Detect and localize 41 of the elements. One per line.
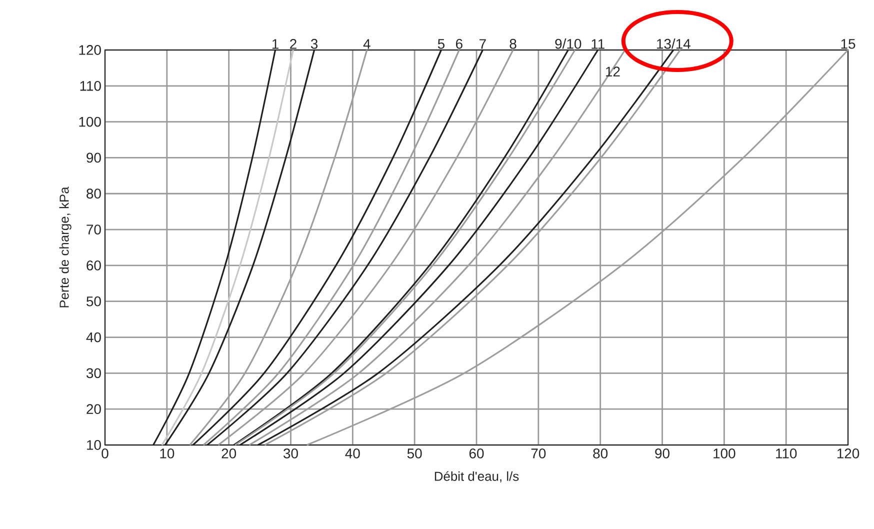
y-tick-label: 90 [86,152,101,163]
x-axis-title: Débit d'eau, l/s [434,471,519,482]
y-tick-label: 20 [86,404,101,414]
series-label: 15 [841,39,856,49]
y-tick-label: 110 [80,80,101,91]
x-tick-label: 80 [593,448,608,458]
series-label: 3 [310,38,318,49]
x-tick-label: 0 [102,448,108,458]
annotation: 12 [606,66,620,76]
y-tick-label: 10 [87,440,101,450]
x-tick-label: 60 [469,448,484,458]
x-tick-label: 90 [655,448,670,458]
y-axis-title: Perte de charge, kPa [59,186,72,308]
x-tick-label: 20 [222,448,236,458]
y-tick-label: 30 [86,368,101,378]
line-series [161,49,294,446]
series-label: 5 [438,39,445,49]
series-label: 7 [480,39,486,49]
x-tick-label: 110 [776,448,797,458]
series-label: 2 [290,39,296,49]
x-tick-label: 120 [837,448,860,458]
y-tick-label: 100 [79,116,101,127]
y-tick-label: 80 [86,188,101,199]
series-label: 9/10 [555,38,582,49]
x-tick-label: 30 [284,448,298,458]
series-label: 11 [592,39,604,49]
x-tick-label: 70 [531,448,546,458]
series-label: 6 [456,38,462,49]
series-label: 1 [272,39,278,49]
x-tick-label: 50 [407,448,422,458]
series-label: 13/14 [657,38,690,49]
y-tick-label: 70 [86,224,101,234]
x-tick-label: 100 [714,448,736,458]
series-label: 4 [363,39,370,49]
x-tick-label: 40 [345,448,360,458]
y-tick-label: 50 [86,296,101,306]
y-tick-label: 60 [86,260,101,270]
x-tick-label: 10 [160,448,174,458]
y-tick-label: 120 [79,45,101,55]
series-label: 8 [510,38,516,49]
y-tick-label: 40 [86,332,101,342]
